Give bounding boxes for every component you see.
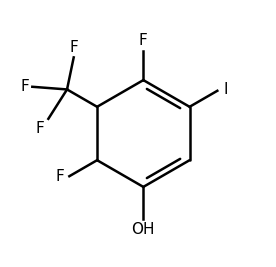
- Text: F: F: [36, 121, 44, 136]
- Text: F: F: [139, 33, 148, 48]
- Text: F: F: [21, 79, 30, 94]
- Text: I: I: [223, 82, 228, 97]
- Text: F: F: [56, 169, 65, 184]
- Text: OH: OH: [132, 222, 155, 237]
- Text: F: F: [69, 40, 78, 55]
